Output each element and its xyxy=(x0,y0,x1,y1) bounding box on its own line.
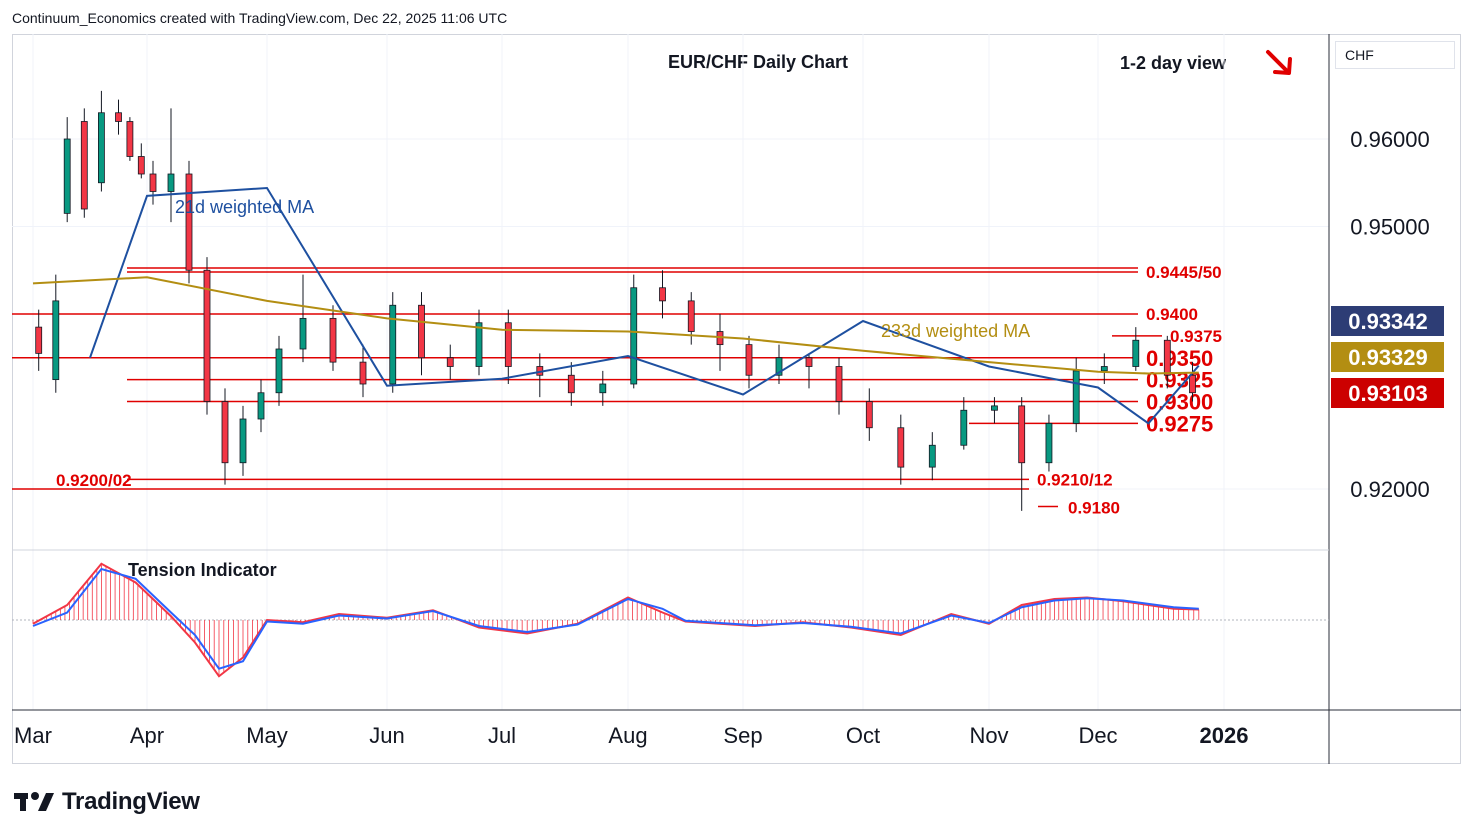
chart-frame xyxy=(12,34,1461,764)
view-label: 1-2 day view xyxy=(1120,53,1227,73)
currency-label[interactable]: CHF xyxy=(1335,41,1455,69)
tradingview-logo-icon xyxy=(14,792,54,811)
tradingview-brand: TradingView xyxy=(62,788,200,815)
chart-title: EUR/CHF Daily Chart xyxy=(668,52,849,72)
chart-attribution: Continuum_Economics created with Trading… xyxy=(12,10,508,26)
tradingview-logo[interactable]: TradingView xyxy=(14,788,200,816)
